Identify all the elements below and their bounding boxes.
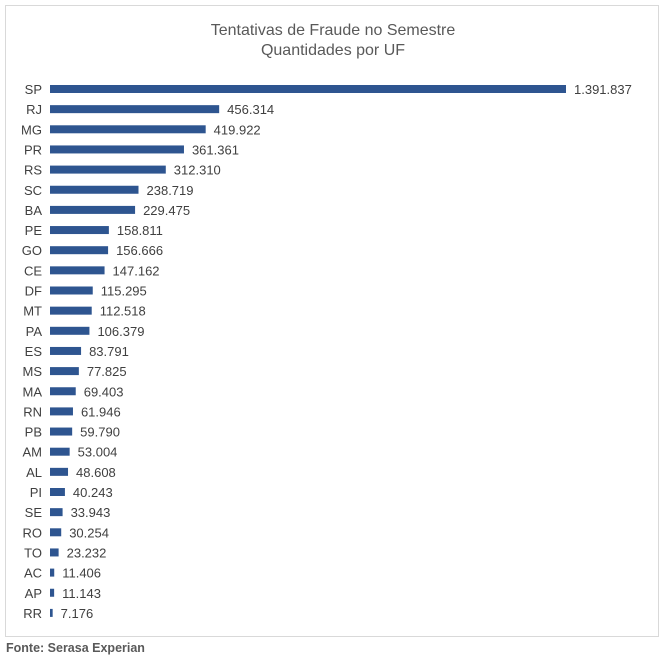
- category-label-rn: RN: [23, 404, 42, 419]
- bar-mg: [50, 125, 206, 134]
- bar-pi: [50, 488, 65, 496]
- bar-rs: [50, 165, 166, 174]
- category-label-mg: MG: [21, 122, 42, 137]
- bar-al: [50, 467, 69, 476]
- bar-pb: [50, 427, 73, 436]
- bar-pe: [50, 226, 109, 235]
- value-label-ro: 30.254: [69, 525, 109, 540]
- category-label-ce: CE: [24, 263, 42, 278]
- bar-df: [50, 286, 93, 295]
- value-label-se: 33.943: [71, 505, 111, 520]
- value-label-mg: 419.922: [214, 122, 261, 137]
- value-label-ms: 77.825: [87, 364, 127, 379]
- bar-rn: [50, 407, 73, 416]
- bar-rr: [50, 608, 53, 617]
- category-label-df: DF: [25, 284, 42, 299]
- bar-to: [50, 548, 59, 557]
- value-label-rj: 456.314: [227, 102, 274, 117]
- bar-se: [50, 508, 63, 517]
- category-label-rs: RS: [24, 163, 42, 178]
- value-label-pb: 59.790: [80, 425, 120, 440]
- bar-pa: [50, 326, 90, 335]
- chart-title: Tentativas de Fraude no Semestre: [210, 22, 456, 39]
- bar-ma: [50, 387, 76, 396]
- category-label-ro: RO: [23, 525, 43, 540]
- category-label-ma: MA: [23, 384, 43, 399]
- chart-title-block: Tentativas de Fraude no Semestre Quantid…: [6, 21, 660, 61]
- value-label-rs: 312.310: [174, 163, 221, 178]
- value-label-to: 23.232: [67, 545, 107, 560]
- category-label-pb: PB: [25, 425, 42, 440]
- bar-ap: [50, 588, 55, 597]
- chart-subtitle: Quantidades por UF: [260, 42, 406, 59]
- category-label-pi: PI: [30, 485, 42, 500]
- chart-frame: Tentativas de Fraude no Semestre Quantid…: [5, 5, 659, 637]
- category-label-al: AL: [26, 465, 42, 480]
- category-label-es: ES: [25, 344, 43, 359]
- bar-am: [50, 447, 70, 456]
- bar-pr: [50, 145, 184, 154]
- value-label-am: 53.004: [78, 445, 118, 460]
- bar-ce: [50, 266, 105, 275]
- category-label-ac: AC: [24, 566, 42, 581]
- value-label-df: 115.295: [101, 284, 147, 299]
- category-label-rr: RR: [23, 606, 42, 621]
- bar-ac: [50, 568, 55, 577]
- value-label-rn: 61.946: [81, 404, 121, 419]
- value-label-ac: 11.406: [62, 566, 101, 581]
- category-label-to: TO: [24, 545, 42, 560]
- value-label-go: 156.666: [116, 243, 163, 258]
- bar-es: [50, 346, 82, 355]
- value-label-pi: 40.243: [73, 485, 113, 500]
- bar-mt: [50, 306, 92, 315]
- category-label-go: GO: [22, 243, 42, 258]
- category-label-am: AM: [23, 445, 43, 460]
- category-label-mt: MT: [23, 304, 42, 319]
- category-label-ap: AP: [25, 586, 42, 601]
- value-label-pr: 361.361: [192, 142, 239, 157]
- value-label-al: 48.608: [76, 465, 116, 480]
- value-label-ma: 69.403: [84, 384, 124, 399]
- value-label-ap: 11.143: [62, 586, 101, 601]
- value-label-pe: 158.811: [117, 223, 163, 238]
- category-label-rj: RJ: [26, 102, 42, 117]
- bar-go: [50, 246, 109, 255]
- bar-sp: [50, 85, 566, 93]
- bar-sc: [50, 185, 139, 194]
- category-label-pr: PR: [24, 142, 42, 157]
- value-label-sp: 1.391.837: [574, 82, 632, 97]
- value-label-ba: 229.475: [143, 203, 190, 218]
- category-label-ms: MS: [23, 364, 43, 379]
- category-label-ba: BA: [25, 203, 43, 218]
- bar-ba: [50, 205, 136, 214]
- value-label-pa: 106.379: [97, 324, 144, 339]
- bar-ms: [50, 367, 79, 376]
- category-label-se: SE: [25, 505, 43, 520]
- category-label-sp: SP: [25, 82, 42, 97]
- category-label-pa: PA: [26, 324, 43, 339]
- category-label-pe: PE: [25, 223, 43, 238]
- source-note: Fonte: Serasa Experian: [6, 641, 145, 655]
- value-label-sc: 238.719: [147, 183, 194, 198]
- value-label-rr: 7.176: [61, 606, 94, 621]
- value-label-es: 83.791: [89, 344, 129, 359]
- bar-chart: SP 1.391.837 RJ 456.314 MG 419.922 PR 361.361 RS…: [21, 82, 632, 621]
- value-label-mt: 112.518: [100, 304, 146, 319]
- bar-rj: [50, 105, 220, 114]
- category-label-sc: SC: [24, 183, 42, 198]
- value-label-ce: 147.162: [113, 263, 160, 278]
- bar-ro: [50, 528, 62, 537]
